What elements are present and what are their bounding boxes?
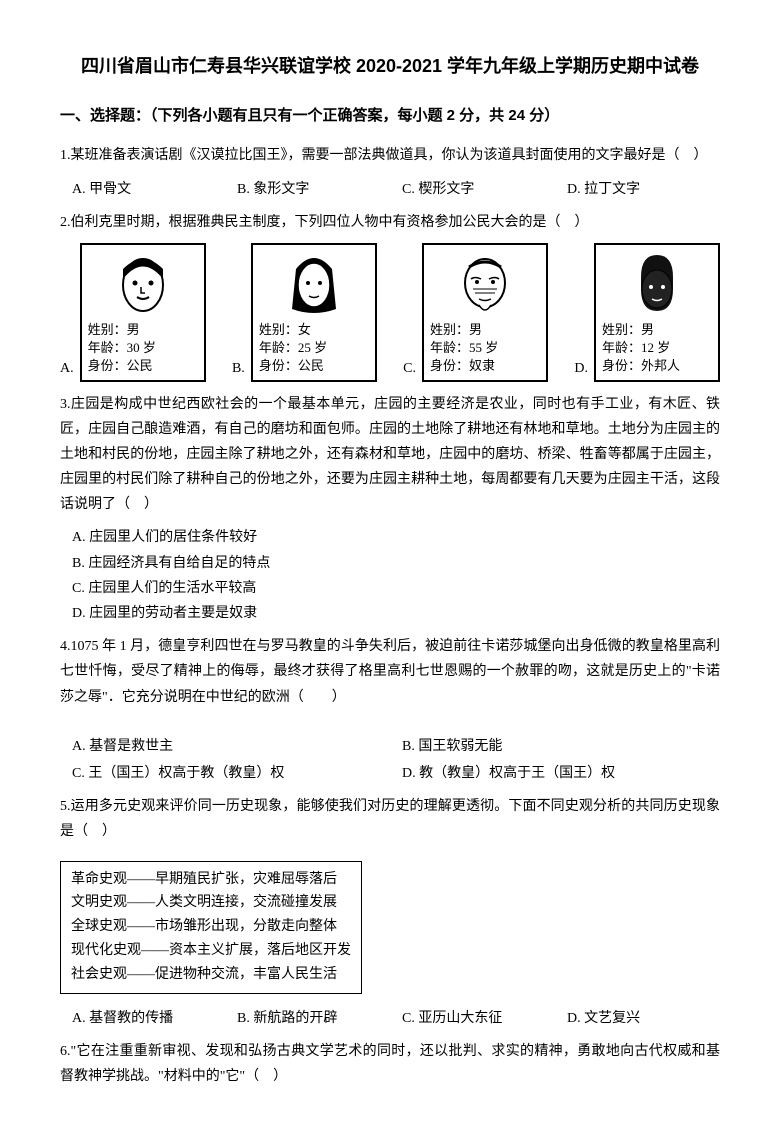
status: 身份：公民 bbox=[259, 357, 369, 375]
age: 年龄：25 岁 bbox=[259, 339, 369, 357]
q2-label-c: C. bbox=[403, 356, 416, 381]
q2-portrait-d: D. 姓别：男 年龄：12 岁 身份：外邦人 bbox=[574, 243, 720, 382]
question-2: 2.伯利克里时期，根据雅典民主制度，下列四位人物中有资格参加公民大会的是（ ） bbox=[60, 210, 720, 235]
question-1: 1.某班准备表演话剧《汉谟拉比国王》，需要一部法典做道具，你认为该道具封面使用的… bbox=[60, 143, 720, 168]
q4-opt-d: D. 教（教皇）权高于王（国王）权 bbox=[390, 761, 720, 786]
q5-historiography-box: 革命史观——早期殖民扩张，灾难屈辱落后 文明史观——人类文明连接，交流碰撞发展 … bbox=[60, 861, 362, 994]
q5-opt-a: A. 基督教的传播 bbox=[60, 1006, 225, 1031]
q1-opt-a: A. 甲骨文 bbox=[60, 177, 225, 202]
question-3: 3.庄园是构成中世纪西欧社会的一个最基本单元，庄园的主要经济是农业，同时也有手工… bbox=[60, 392, 720, 518]
q1-opt-c: C. 楔形文字 bbox=[390, 177, 555, 202]
q3-opt-b: B. 庄园经济具有自给自足的特点 bbox=[60, 551, 720, 576]
q2-portrait-b: B. 姓别：女 年龄：25 岁 身份：公民 bbox=[232, 243, 377, 382]
age: 年龄：30 岁 bbox=[88, 339, 198, 357]
status: 身份：外邦人 bbox=[602, 357, 712, 375]
gender: 姓别：男 bbox=[88, 321, 198, 339]
face-icon bbox=[113, 249, 173, 319]
q2-portrait-a: A. 姓别：男 年龄：30 岁 身份：公民 bbox=[60, 243, 206, 382]
q5-opt-c: C. 亚历山大东征 bbox=[390, 1006, 555, 1031]
q2-label-d: D. bbox=[574, 356, 588, 381]
q5-options: A. 基督教的传播 B. 新航路的开辟 C. 亚历山大东征 D. 文艺复兴 bbox=[60, 1006, 720, 1031]
q3-opt-d: D. 庄园里的劳动者主要是奴隶 bbox=[60, 601, 720, 626]
q4-opt-b: B. 国王软弱无能 bbox=[390, 734, 720, 759]
question-6: 6."它在注重重新审视、发现和弘扬古典文学艺术的同时，还以批判、求实的精神，勇敢… bbox=[60, 1039, 720, 1089]
q2-portrait-c: C. 姓别：男 年龄：55 岁 身份：奴隶 bbox=[403, 243, 548, 382]
q4-opts-row1: A. 基督是救世主 B. 国王软弱无能 bbox=[60, 734, 720, 759]
q5-opt-d: D. 文艺复兴 bbox=[555, 1006, 720, 1031]
portrait-box: 姓别：男 年龄：55 岁 身份：奴隶 bbox=[422, 243, 548, 382]
box-line: 现代化史观——资本主义扩展，落后地区开发 bbox=[71, 939, 351, 963]
section-1-header: 一、选择题：（下列各小题有且只有一个正确答案，每小题 2 分，共 24 分） bbox=[60, 102, 720, 129]
spacer bbox=[60, 718, 720, 732]
face-icon bbox=[284, 249, 344, 319]
question-5: 5.运用多元史观来评价同一历史现象，能够使我们对历史的理解更透彻。下面不同史观分… bbox=[60, 794, 720, 844]
status: 身份：公民 bbox=[88, 357, 198, 375]
gender: 姓别：男 bbox=[602, 321, 712, 339]
q1-opt-b: B. 象形文字 bbox=[225, 177, 390, 202]
box-line: 文明史观——人类文明连接，交流碰撞发展 bbox=[71, 891, 351, 915]
question-4: 4.1075 年 1 月，德皇亨利四世在与罗马教皇的斗争失利后，被迫前往卡诺莎城… bbox=[60, 634, 720, 710]
status: 身份：奴隶 bbox=[430, 357, 540, 375]
portrait-box: 姓别：男 年龄：30 岁 身份：公民 bbox=[80, 243, 206, 382]
gender: 姓别：女 bbox=[259, 321, 369, 339]
q1-opt-d: D. 拉丁文字 bbox=[555, 177, 720, 202]
portrait-box: 姓别：女 年龄：25 岁 身份：公民 bbox=[251, 243, 377, 382]
q3-opt-c: C. 庄园里人们的生活水平较高 bbox=[60, 576, 720, 601]
box-line: 社会史观——促进物种交流，丰富人民生活 bbox=[71, 963, 351, 987]
q5-opt-b: B. 新航路的开辟 bbox=[225, 1006, 390, 1031]
box-line: 全球史观——市场雏形出现，分散走向整体 bbox=[71, 915, 351, 939]
q4-opts-row2: C. 王（国王）权高于教（教皇）权 D. 教（教皇）权高于王（国王）权 bbox=[60, 761, 720, 786]
gender: 姓别：男 bbox=[430, 321, 540, 339]
q2-label-a: A. bbox=[60, 356, 74, 381]
box-line: 革命史观——早期殖民扩张，灾难屈辱落后 bbox=[71, 868, 351, 892]
age: 年龄：12 岁 bbox=[602, 339, 712, 357]
q3-opt-a: A. 庄园里人们的居住条件较好 bbox=[60, 525, 720, 550]
age: 年龄：55 岁 bbox=[430, 339, 540, 357]
exam-title: 四川省眉山市仁寿县华兴联谊学校 2020-2021 学年九年级上学期历史期中试卷 bbox=[60, 50, 720, 82]
q2-portraits: A. 姓别：男 年龄：30 岁 身份：公民 B. 姓别：女 年龄：25 bbox=[60, 243, 720, 382]
q4-opt-c: C. 王（国王）权高于教（教皇）权 bbox=[60, 761, 390, 786]
face-icon bbox=[455, 249, 515, 319]
q2-label-b: B. bbox=[232, 356, 245, 381]
portrait-box: 姓别：男 年龄：12 岁 身份：外邦人 bbox=[594, 243, 720, 382]
q4-opt-a: A. 基督是救世主 bbox=[60, 734, 390, 759]
face-icon bbox=[627, 249, 687, 319]
q1-options: A. 甲骨文 B. 象形文字 C. 楔形文字 D. 拉丁文字 bbox=[60, 177, 720, 202]
